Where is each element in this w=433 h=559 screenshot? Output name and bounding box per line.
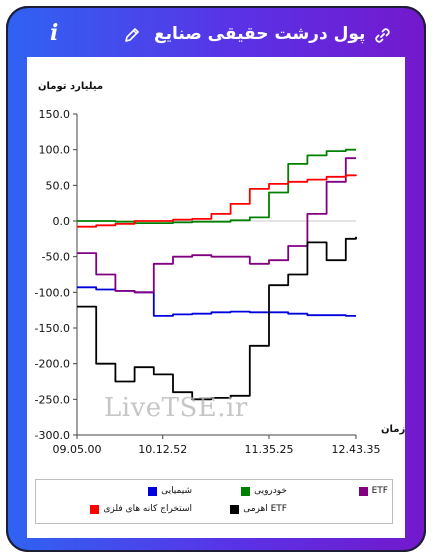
watermark: LiveTSE.ir (104, 393, 248, 423)
x-tick-label: 12.43.35 (332, 443, 381, 456)
info-icon[interactable]: i (50, 20, 59, 46)
legend-item[interactable]: ETF اهرمی (230, 504, 287, 514)
y-tick-label: 50.0 (46, 179, 71, 192)
chart-legend: شیمیایی خودرویی ETF استخراج کانه های فلزی ET… (35, 479, 393, 524)
x-tick-label: 11.35.25 (244, 443, 293, 456)
series-line-4 (77, 236, 357, 401)
legend-label: استخراج کانه های فلزی (103, 504, 192, 514)
series-line-1 (77, 148, 356, 224)
legend-item[interactable]: استخراج کانه های فلزی (90, 504, 192, 514)
y-tick-label: 100.0 (39, 144, 71, 157)
legend-label: ETF (371, 486, 388, 496)
y-tick-label: 150.0 (39, 108, 71, 121)
y-tick-label: -100.0 (35, 286, 70, 299)
legend-item[interactable]: ETF (358, 486, 388, 496)
link-icon[interactable] (374, 27, 391, 44)
series-line-2 (77, 157, 356, 294)
y-tick-label: 0.0 (53, 215, 71, 228)
legend-swatch (148, 486, 158, 496)
legend-label: شیمیایی (161, 486, 192, 496)
legend-label: ETF اهرمی (243, 504, 287, 514)
legend-label: خودرویی (254, 486, 287, 496)
legend-item[interactable]: شیمیایی (148, 486, 192, 496)
legend-swatch (230, 504, 240, 514)
x-tick-label: 09.05.00 (53, 443, 102, 456)
pencil-icon[interactable] (124, 27, 140, 43)
series-line-3 (77, 174, 357, 228)
header-bar: i پول درشت حقیقی صنایع (6, 14, 426, 58)
legend-swatch (358, 486, 368, 496)
page-title: پول درشت حقیقی صنایع (154, 24, 366, 44)
y-tick-label: -250.0 (35, 393, 70, 406)
chart-panel (27, 57, 405, 538)
y-tick-label: -50.0 (42, 251, 70, 264)
legend-swatch (241, 486, 251, 496)
y-unit-label: میلیارد تومان (38, 81, 104, 92)
x-tick-label: 10.12.52 (138, 443, 187, 456)
y-tick-label: -150.0 (35, 322, 70, 335)
y-tick-label: -200.0 (35, 358, 70, 371)
y-tick-label: -300.0 (35, 429, 70, 442)
legend-swatch (90, 504, 100, 514)
legend-item[interactable]: خودرویی (241, 486, 287, 496)
x-axis-title: زمان (381, 424, 406, 435)
